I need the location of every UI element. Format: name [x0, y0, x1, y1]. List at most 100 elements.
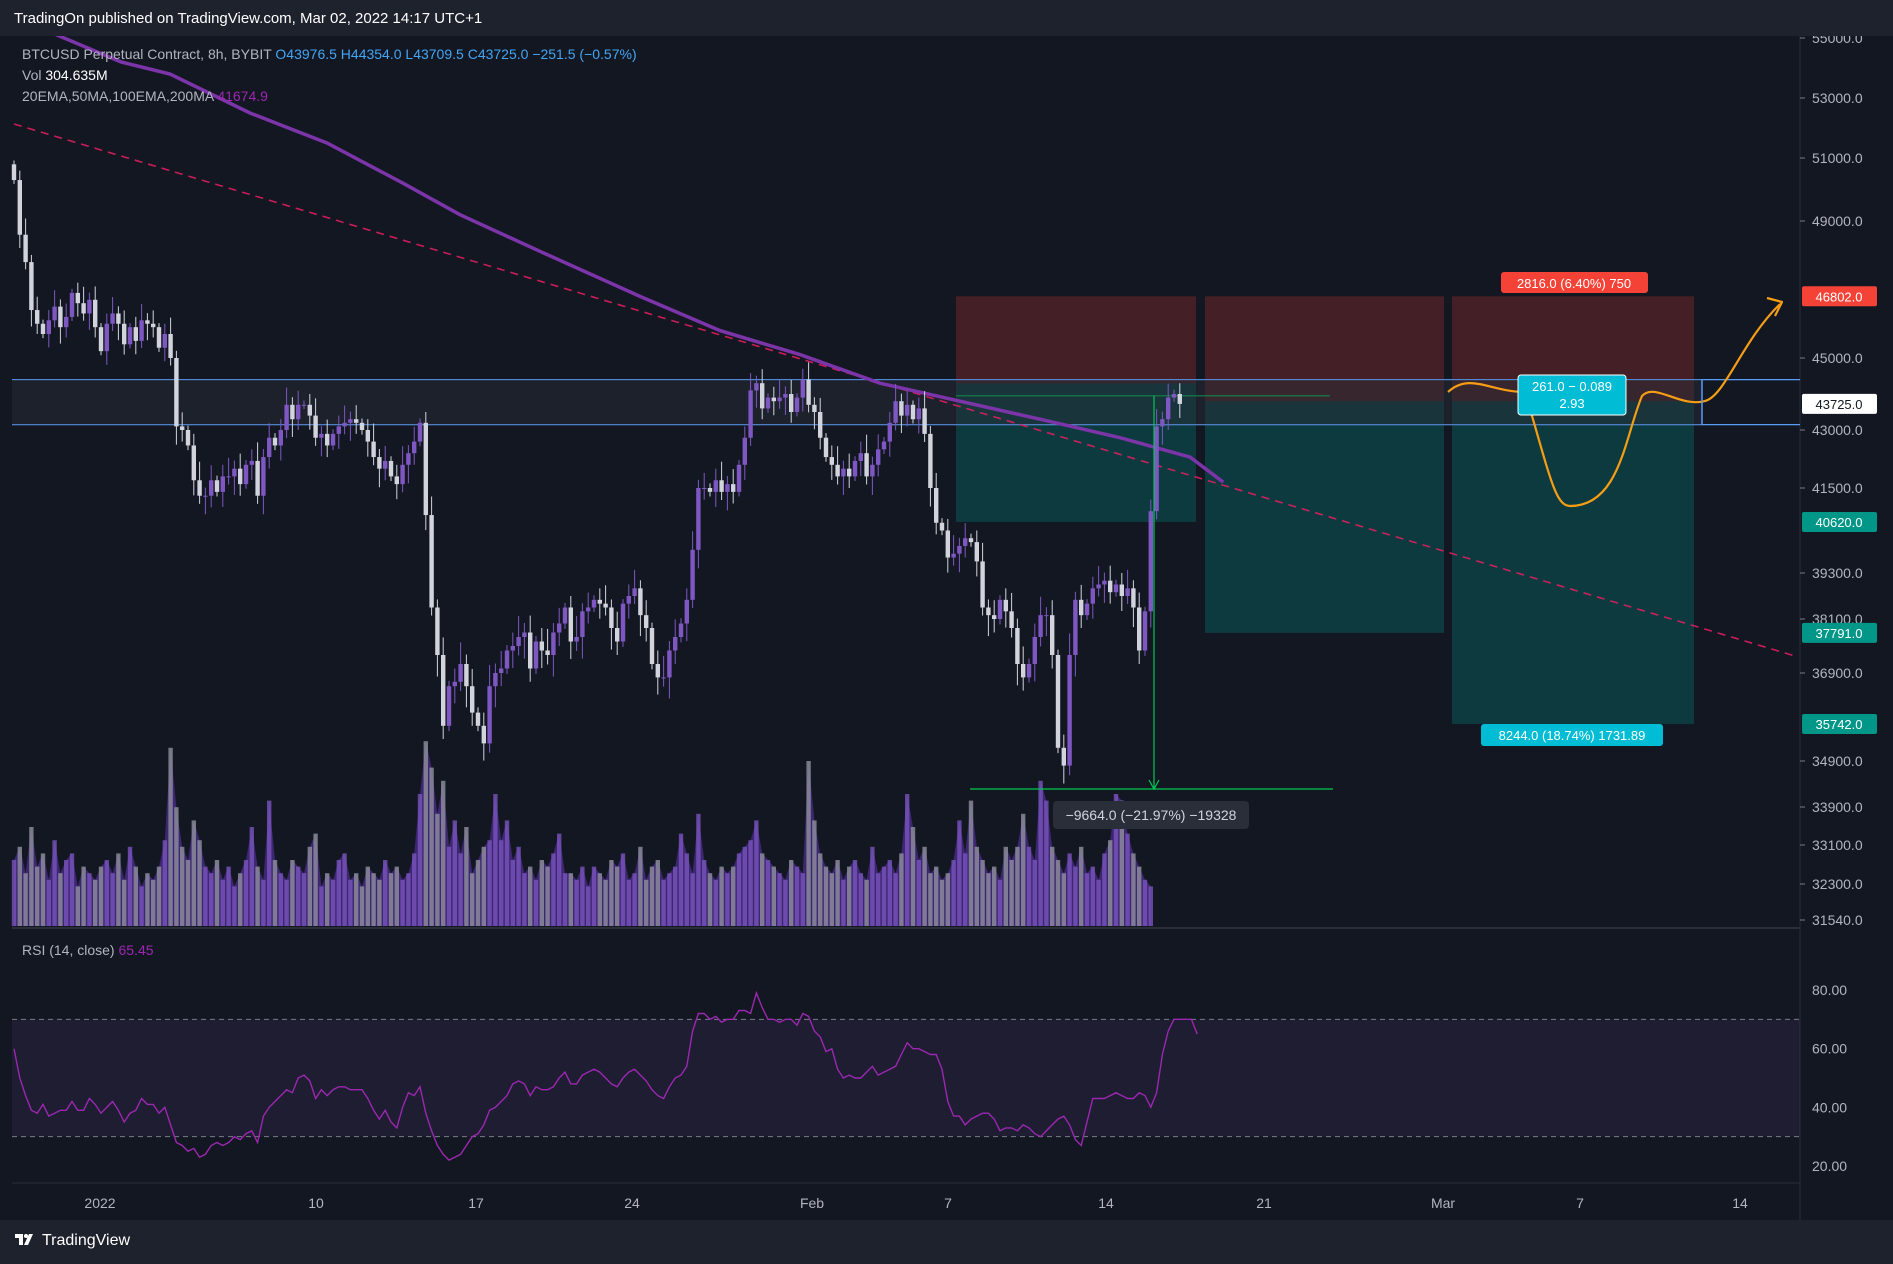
candle-body	[551, 632, 556, 655]
volume-bar	[325, 873, 330, 926]
candle	[928, 426, 933, 507]
candle-body	[1102, 580, 1107, 585]
candle	[551, 623, 556, 677]
candle-body	[1032, 637, 1037, 664]
candle	[330, 429, 336, 451]
volume-bar	[371, 873, 376, 926]
candle	[470, 668, 475, 726]
volume-bar	[765, 860, 771, 926]
candle-body	[487, 686, 492, 744]
candle-body	[17, 180, 22, 235]
volume-bar	[545, 866, 550, 926]
volume-bar	[777, 873, 782, 926]
volume-bar	[11, 860, 17, 926]
candle	[789, 379, 794, 423]
volume-bar	[580, 866, 585, 926]
candle	[615, 611, 620, 655]
candle-body	[359, 422, 365, 430]
target-zone-2	[1205, 401, 1444, 633]
candle	[359, 418, 365, 435]
candle	[301, 400, 307, 410]
range-band	[12, 379, 1702, 425]
volume-bar	[359, 886, 365, 926]
candle	[957, 537, 962, 573]
candle-body	[307, 404, 312, 416]
volume-bar	[354, 873, 359, 926]
volume-bar	[452, 820, 457, 926]
candle-body	[151, 323, 156, 328]
candle-body	[997, 599, 1003, 619]
candle-body	[336, 426, 341, 434]
candle-body	[319, 433, 324, 438]
candle	[603, 585, 608, 616]
ma-value: 41674.9	[217, 88, 268, 104]
volume-bar	[365, 866, 370, 926]
candle-body	[69, 292, 75, 317]
candle-body	[847, 468, 852, 477]
candle-body	[35, 310, 40, 324]
candle	[992, 600, 997, 633]
candle-body	[52, 306, 57, 321]
tradingview-logo[interactable]: TradingView	[14, 1231, 1893, 1250]
candles	[11, 160, 1182, 784]
time-tick-label: Mar	[1431, 1195, 1455, 1211]
volume-bar	[58, 873, 63, 926]
volume-bar	[922, 846, 927, 926]
volume-bar	[1009, 860, 1014, 926]
volume-bar	[574, 879, 579, 926]
symbol-name: BTCUSD Perpetual Contract, 8h, BYBIT	[22, 46, 272, 62]
volume-bar	[1038, 780, 1043, 926]
candle-body	[806, 379, 811, 405]
candle	[226, 457, 231, 485]
candle-body	[261, 457, 266, 496]
candle	[649, 622, 655, 670]
change-value: −251.5 (−0.57%)	[532, 46, 637, 62]
candle	[23, 218, 28, 270]
time-tick-label: 7	[1576, 1195, 1584, 1211]
volume-bar	[400, 879, 405, 926]
candle-body	[719, 480, 724, 492]
candle-body	[220, 476, 225, 492]
candle-body	[354, 419, 359, 423]
candle	[748, 373, 753, 446]
price-axis: 55000.0 53000.0 51000.0 49000.0 45000.0 43000…	[1800, 36, 1893, 928]
grid	[12, 36, 1801, 1220]
volume-bar	[156, 866, 162, 926]
candle	[1015, 618, 1020, 686]
volume-bar	[87, 873, 92, 926]
candle	[1137, 592, 1142, 664]
candle	[841, 460, 846, 495]
volume-bar	[539, 860, 544, 926]
price-chart[interactable]: −9664.0 (−21.97%) −19328 2816.0 (6.40%) …	[0, 36, 1893, 1220]
ma200-line	[55, 36, 1224, 483]
candle-body	[209, 480, 214, 496]
volume-bar	[528, 866, 533, 926]
candle-body	[818, 412, 823, 438]
candle	[278, 419, 283, 461]
volume-bar	[742, 846, 747, 926]
candle	[493, 663, 498, 708]
vol-label: Vol	[22, 67, 42, 83]
candle-body	[731, 484, 736, 492]
candle-body	[522, 632, 527, 637]
candle	[238, 453, 243, 496]
low-value: L43709.5	[405, 46, 464, 62]
candle	[87, 292, 92, 330]
volume-bar	[1108, 840, 1113, 926]
volume-bar	[499, 840, 504, 926]
candle-body	[400, 464, 405, 485]
candle-body	[23, 234, 28, 263]
volume-bar	[644, 879, 649, 926]
candle	[417, 418, 423, 447]
candle	[696, 479, 701, 569]
volume-bar	[487, 840, 492, 926]
candle-body	[626, 596, 631, 604]
volume-bar	[615, 866, 620, 926]
volume-bar	[841, 879, 846, 926]
candle-body	[423, 422, 428, 516]
candle-body	[632, 588, 637, 596]
candle	[1160, 411, 1165, 445]
candle	[354, 405, 359, 434]
volume-bar	[678, 833, 684, 926]
candle	[997, 595, 1003, 625]
